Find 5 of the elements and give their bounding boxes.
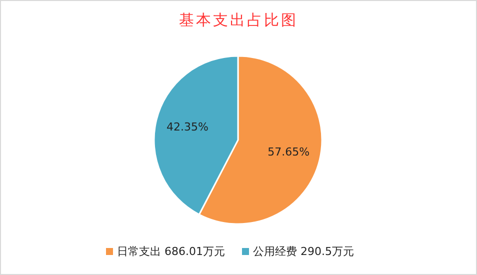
legend-label: 公用经费 290.5万元 <box>253 245 354 258</box>
data-label: 57.65% <box>268 145 310 158</box>
legend-label: 日常支出 686.01万元 <box>117 245 225 258</box>
chart-title: 基本支出占比图 <box>179 11 298 29</box>
data-label: 42.35% <box>166 120 208 134</box>
